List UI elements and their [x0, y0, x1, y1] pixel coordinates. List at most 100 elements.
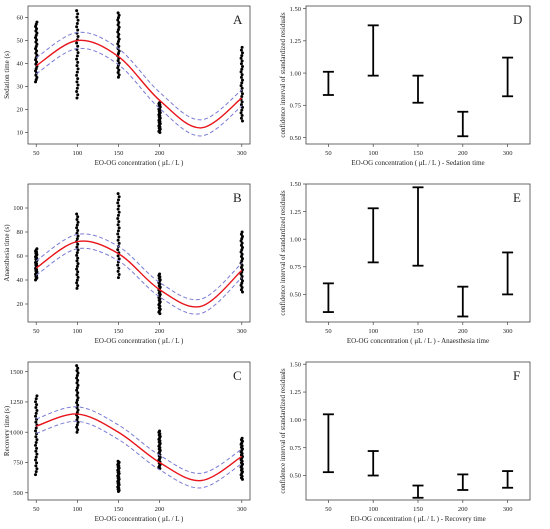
data-point — [116, 207, 120, 211]
data-point — [75, 278, 79, 282]
x-tick-label: 50 — [33, 506, 40, 513]
panel-label: A — [233, 12, 243, 27]
x-tick-label: 100 — [368, 506, 378, 513]
data-point — [75, 364, 79, 368]
fit-curve — [35, 240, 243, 308]
y-tick-label: 1.50 — [290, 181, 301, 188]
data-point — [76, 284, 80, 288]
data-point — [240, 230, 244, 234]
x-tick-label: 200 — [155, 506, 165, 513]
interval-bar — [502, 470, 514, 489]
data-point — [116, 40, 120, 44]
data-point — [239, 103, 243, 107]
data-point — [240, 252, 244, 256]
data-point — [116, 192, 120, 196]
data-point — [116, 42, 120, 46]
y-axis-label: confidence interval of standardized resi… — [279, 368, 287, 493]
y-tick-label: 0.50 — [290, 473, 301, 480]
y-tick-label: 500 — [13, 490, 23, 497]
y-axis-label: confidence interval of standardized resi… — [279, 12, 287, 137]
data-point — [76, 215, 80, 219]
data-point — [240, 78, 244, 82]
y-tick-label: 1.50 — [290, 6, 301, 13]
data-point — [239, 84, 243, 88]
data-point — [75, 251, 79, 255]
data-point — [240, 257, 244, 261]
data-point — [76, 34, 80, 38]
y-tick-label: 1.00 — [290, 417, 301, 424]
data-point — [76, 270, 80, 274]
data-point — [117, 204, 121, 208]
interval-bar — [322, 282, 334, 313]
data-point — [34, 449, 38, 453]
data-point — [76, 67, 80, 71]
data-point — [116, 263, 120, 267]
x-tick-label: 50 — [33, 328, 40, 335]
x-tick-label: 200 — [458, 328, 468, 335]
x-tick-label: 300 — [237, 328, 247, 335]
ci-lower-band — [35, 47, 243, 137]
data-point — [76, 391, 80, 395]
data-point — [75, 70, 79, 74]
data-point — [116, 28, 120, 32]
data-point — [76, 371, 80, 375]
data-point — [75, 90, 79, 94]
interval-bar — [412, 74, 424, 104]
data-point — [35, 20, 39, 24]
data-point — [34, 426, 38, 430]
interval-bar — [502, 56, 514, 98]
panel-label: D — [513, 12, 522, 27]
data-point — [75, 9, 79, 13]
interval-bar — [322, 413, 334, 474]
data-point — [76, 366, 80, 370]
x-tick-label: 300 — [503, 150, 513, 157]
x-tick-label: 200 — [458, 150, 468, 157]
fit-curve — [36, 413, 243, 482]
data-point — [76, 220, 80, 224]
data-point — [116, 232, 120, 236]
x-axis-label: EO-OG concentration ( μL / L ) — [95, 159, 184, 167]
y-tick-label: 50 — [17, 38, 24, 45]
data-point — [116, 238, 120, 242]
y-tick-label: 1500 — [10, 369, 23, 376]
data-point — [34, 429, 38, 433]
data-point — [75, 281, 79, 285]
data-point — [75, 259, 79, 263]
x-tick-label: 150 — [413, 328, 423, 335]
data-point — [35, 247, 39, 251]
data-point — [117, 37, 121, 41]
x-tick-label: 50 — [33, 150, 40, 157]
y-tick-label: 20 — [17, 107, 24, 114]
data-point — [76, 396, 80, 400]
x-axis-label: EO-OG concentration ( μL / L ) - Sedatio… — [351, 159, 484, 167]
data-point — [35, 394, 39, 398]
interval-bar — [367, 450, 379, 477]
data-point — [75, 369, 79, 373]
x-tick-label: 150 — [114, 506, 124, 513]
data-point — [116, 248, 120, 252]
data-point — [240, 108, 244, 112]
panel-label: C — [233, 368, 242, 383]
data-point — [35, 438, 39, 442]
data-point — [75, 54, 79, 58]
data-point — [34, 473, 38, 477]
y-tick-label: 0.50 — [290, 135, 301, 142]
data-point — [75, 223, 79, 227]
y-tick-label: 1250 — [10, 399, 23, 406]
data-point — [34, 400, 38, 404]
x-axis-label: EO-OG concentration ( μL / L ) - Recover… — [350, 515, 486, 523]
data-point — [34, 397, 38, 401]
data-point — [75, 15, 79, 19]
data-point — [75, 22, 79, 26]
y-tick-label: 60 — [17, 15, 24, 22]
data-point — [76, 378, 80, 382]
y-axis-label: Sedation time (s) — [3, 50, 11, 98]
data-point — [117, 266, 121, 270]
panel-c: C 500 750 1000 1250 1500 50 100 150 200 300 EO-OG c… — [3, 361, 251, 523]
y-tick-label: 0.50 — [290, 292, 301, 299]
ci-lower-band — [36, 420, 243, 489]
data-point — [240, 436, 244, 440]
data-point — [76, 229, 80, 233]
data-point — [240, 290, 244, 294]
y-tick-label: 1.50 — [290, 361, 301, 368]
